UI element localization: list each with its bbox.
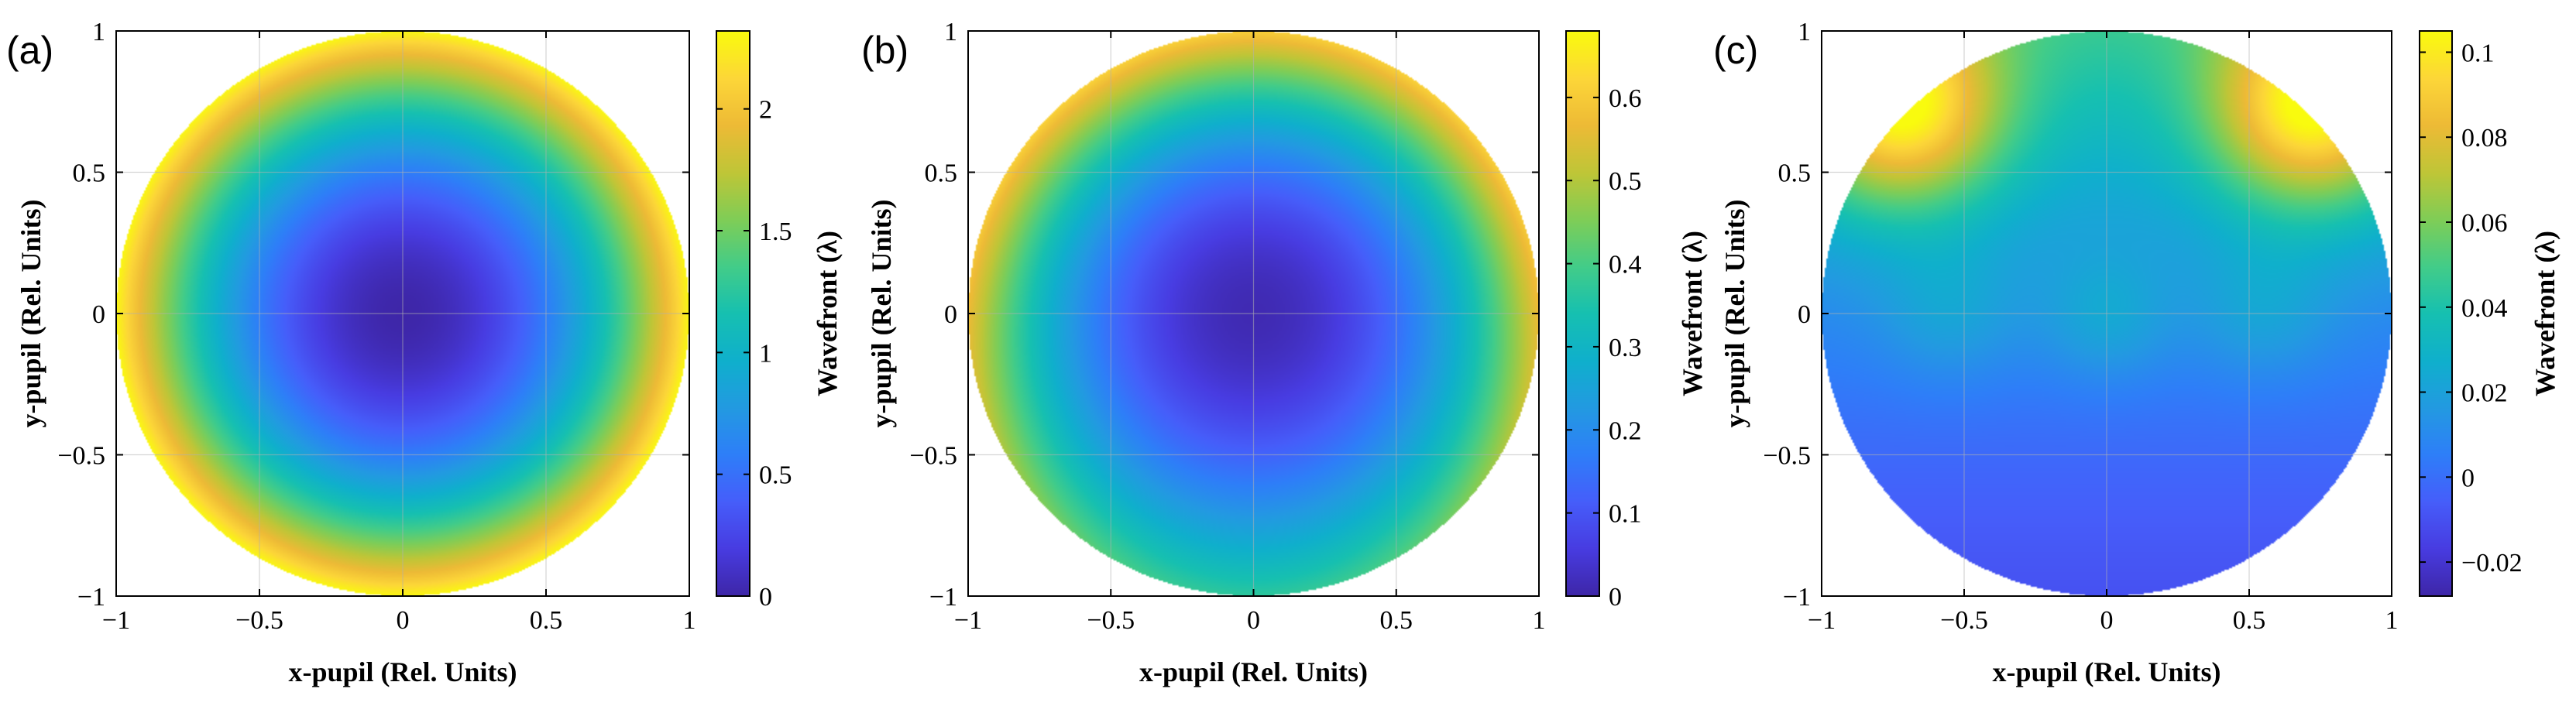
y-tick-label: −0.5 [57,442,105,471]
colorbar [2420,31,2452,596]
y-tick-label: −0.5 [909,442,957,471]
panel-a: −1 −0.5 0 0.5 1 −1 −0.5 0 0.5 1 x-pupil (Rel. Unit… [6,18,843,687]
colorbar-tick-label: 0.2 [1609,416,1642,445]
panel-label: (c) [1713,29,1758,72]
x-tick-label: −0.5 [235,606,283,635]
colorbar-tick-label: 0.5 [1609,167,1642,196]
y-tick-label: −1 [1783,583,1811,612]
x-tick-label: 0 [397,606,410,635]
y-tick-label: −1 [77,583,105,612]
y-tick-label: 1 [1798,18,1811,46]
y-axis-label: y-pupil (Rel. Units) [866,199,897,427]
colorbar-label: Wavefront (λ) [812,231,843,396]
x-tick-label: 0.5 [530,606,563,635]
colorbar-box [2419,30,2453,597]
x-axis-label: x-pupil (Rel. Units) [1139,656,1368,687]
colorbar-label: Wavefront (λ) [1677,231,1708,396]
x-tick-label: 0.5 [1380,606,1413,635]
x-tick-label: 0 [2100,606,2114,635]
y-tick-label: 1 [92,18,105,46]
panel-c: −1 −0.5 0 0.5 1 −1 −0.5 0 0.5 1 x-pupil (Rel. Unit… [1713,18,2561,687]
y-tick-label: −0.5 [1763,442,1811,471]
y-tick-label: 0 [944,300,957,329]
colorbar-tick-label: 0.6 [1609,84,1642,113]
y-tick-label: −1 [929,583,957,612]
x-tick-label: −0.5 [1087,606,1135,635]
colorbar-tick-label: 0.4 [1609,251,1642,279]
x-tick-label: −1 [102,606,130,635]
x-tick-label: −1 [1808,606,1836,635]
panel-label: (a) [6,29,53,72]
x-axis-label: x-pupil (Rel. Units) [288,656,517,687]
y-axis-label: y-pupil (Rel. Units) [1719,199,1750,427]
x-tick-label: 1 [2385,606,2399,635]
y-tick-label: 0 [92,300,105,329]
x-tick-label: −0.5 [1940,606,1988,635]
colorbar-box [1565,30,1600,597]
colorbar-tick-label: 0.04 [2461,294,2508,323]
colorbar-tick-label: 0.02 [2461,379,2508,408]
colorbar-label: Wavefront (λ) [2530,231,2561,396]
colorbar-tick-label: 0.08 [2461,124,2508,153]
y-tick-label: 0.5 [73,159,106,188]
y-tick-label: 1 [944,18,957,46]
colorbar-tick-label: 0.5 [759,461,792,490]
colorbar-tick-label: 0 [759,583,772,612]
colorbar-tick-label: 0.1 [1609,500,1642,529]
colorbar [716,31,750,596]
y-tick-label: 0.5 [1778,159,1812,188]
colorbar-tick-label: −0.02 [2461,549,2523,577]
colorbar-tick-label: 2 [759,96,772,125]
colorbar-tick-label: 0 [1609,583,1622,612]
x-tick-label: 1 [683,606,696,635]
y-tick-label: 0.5 [925,159,958,188]
colorbar-tick-label: 0.3 [1609,334,1642,362]
panel-label: (b) [861,29,908,72]
colorbar-tick-label: 0.06 [2461,209,2508,238]
colorbar-tick-label: 1 [759,339,772,368]
x-tick-label: 0 [1247,606,1260,635]
x-tick-label: 1 [1533,606,1546,635]
y-axis-label: y-pupil (Rel. Units) [15,199,46,427]
colorbar-tick-label: 1.5 [759,218,792,246]
panel-b: −1 −0.5 0 0.5 1 −1 −0.5 0 0.5 1 x-pupil (Rel. Unit… [861,18,1708,687]
colorbar-tick-label: 0.1 [2461,39,2495,67]
x-axis-label: x-pupil (Rel. Units) [1992,656,2221,687]
colorbar [1566,31,1599,596]
x-tick-label: −1 [954,606,982,635]
x-tick-label: 0.5 [2233,606,2266,635]
y-tick-label: 0 [1798,300,1811,329]
colorbar-box [716,30,750,597]
colorbar-tick-label: 0 [2461,464,2475,492]
